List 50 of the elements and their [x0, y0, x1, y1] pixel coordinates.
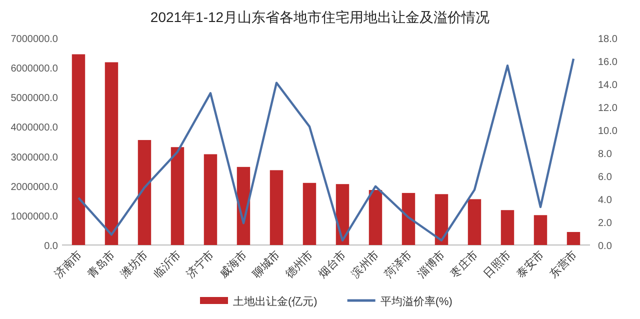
bar [204, 154, 218, 245]
y2-tick-label: 18.0 [598, 34, 618, 45]
bar [434, 194, 448, 245]
x-tick-label: 东营市 [547, 248, 580, 280]
x-tick-label: 青岛市 [85, 248, 118, 280]
x-tick-label: 聊城市 [250, 248, 283, 280]
bar [138, 140, 152, 245]
x-tick-label: 滨州市 [349, 248, 382, 280]
bar [468, 199, 482, 245]
bar [104, 62, 118, 245]
x-tick-label: 济宁市 [184, 248, 217, 280]
y2-tick-label: 14.0 [598, 80, 618, 91]
bar [402, 192, 416, 245]
x-tick-label: 临沂市 [151, 248, 184, 280]
line-series [77, 58, 575, 242]
bar [534, 215, 548, 245]
x-tick-label: 威海市 [217, 248, 250, 280]
y-tick-label: 1000000.0 [10, 211, 58, 222]
y-tick-label: 3000000.0 [10, 152, 58, 164]
y-tick-label: 2000000.0 [10, 182, 58, 193]
x-tick-label: 德州市 [283, 248, 316, 280]
bar [72, 54, 86, 245]
x-tick-label: 淄博市 [415, 248, 448, 280]
y2-tick-label: 10.0 [598, 126, 618, 137]
x-tick-label: 菏泽市 [382, 248, 415, 280]
chart-title: 2021年1-12月山东省各地市住宅用地出让金及溢价情况 [150, 9, 490, 25]
x-tick-label: 日照市 [481, 248, 514, 280]
y2-tick-label: 16.0 [598, 57, 618, 68]
x-tick-label: 烟台市 [316, 248, 349, 280]
y2-tick-label: 6.0 [598, 172, 612, 183]
y2-tick-label: 2.0 [598, 218, 612, 229]
y-tick-label: 7000000.0 [10, 34, 58, 45]
bar [270, 170, 284, 245]
y2-tick-label: 4.0 [598, 195, 612, 206]
bar [368, 190, 382, 245]
bar [566, 232, 580, 245]
y2-tick-label: 0.0 [598, 241, 612, 252]
x-tick-label: 潍坊市 [118, 248, 151, 280]
y2-tick-label: 12.0 [598, 103, 618, 114]
legend-label: 平均溢价率(%) [380, 295, 452, 308]
y-tick-label: 6000000.0 [10, 64, 58, 75]
legend-label: 土地出让金(亿元) [233, 295, 318, 308]
bar [500, 210, 514, 245]
bar [302, 182, 316, 245]
y-tick-label: 4000000.0 [10, 122, 58, 134]
x-tick-label: 泰安市 [514, 248, 547, 280]
x-tick-label: 枣庄市 [448, 248, 481, 280]
y2-tick-label: 8.0 [598, 149, 612, 160]
bar [170, 147, 184, 245]
y-tick-label: 5000000.0 [10, 93, 58, 104]
